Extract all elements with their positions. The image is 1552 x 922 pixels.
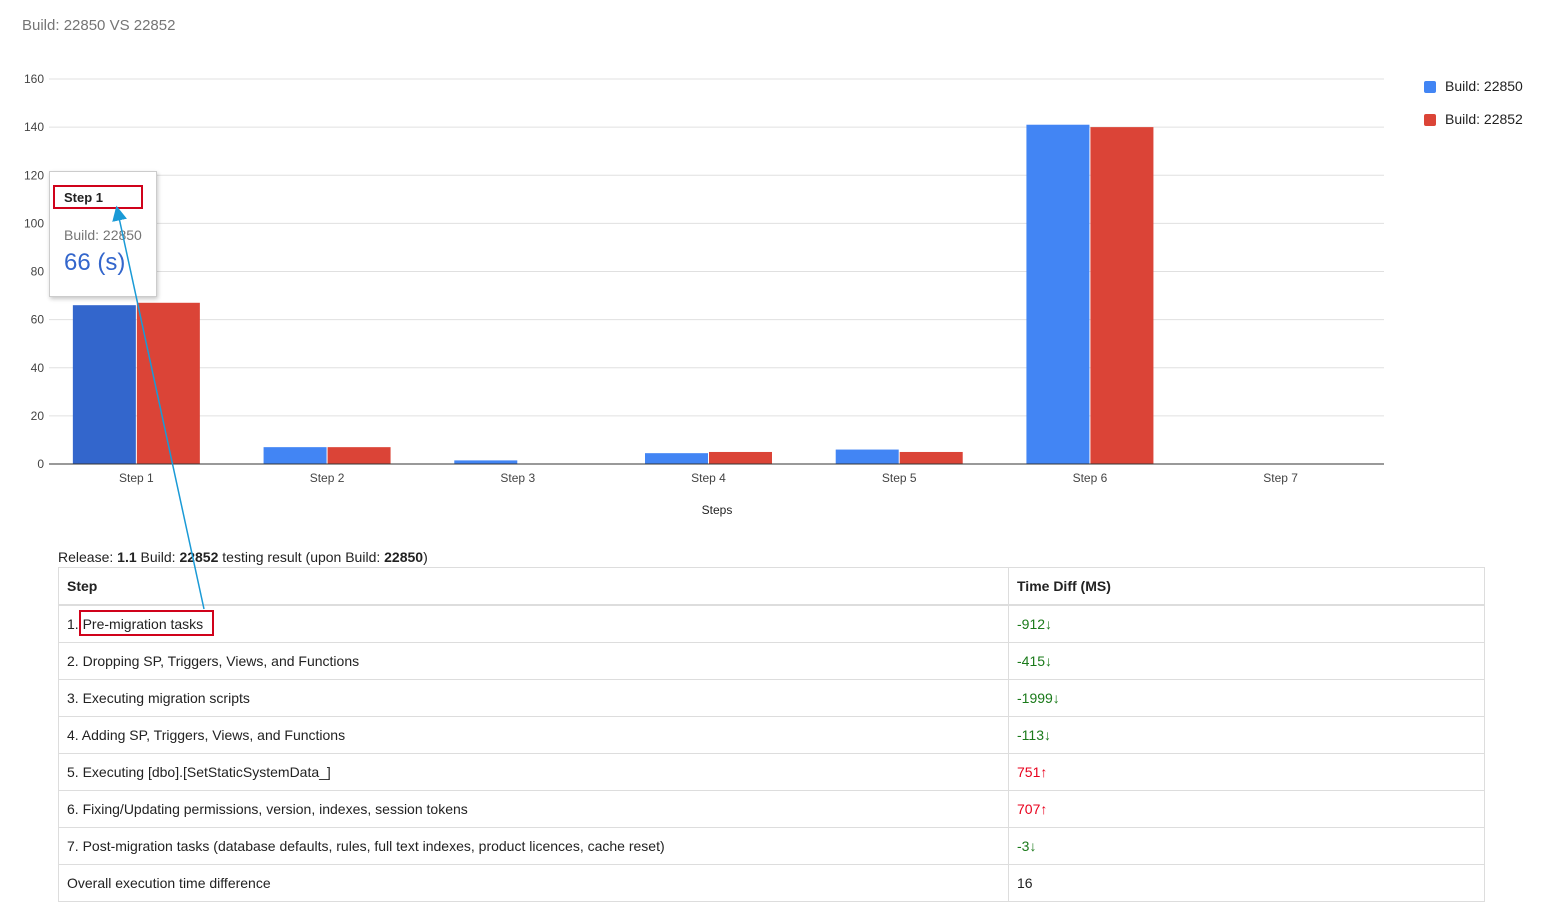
- legend-swatch-icon: [1424, 81, 1436, 93]
- step-cell: 1. Pre-migration tasks: [58, 604, 1009, 643]
- step-number: 2.: [67, 653, 83, 669]
- table-row: 2. Dropping SP, Triggers, Views, and Fun…: [58, 642, 1485, 680]
- release-middle: testing result (upon Build:: [218, 549, 385, 565]
- release-build: 22852: [179, 549, 219, 565]
- x-tick-labels: Step 1 Step 2 Step 3 Step 4 Step 5 Step 6 Step…: [119, 471, 1298, 485]
- bar-build-22850-1[interactable]: [72, 305, 136, 464]
- header-step: Step: [58, 567, 1009, 606]
- x-tick-label: Step 4: [691, 471, 726, 485]
- header-time-diff: Time Diff (MS): [1008, 567, 1485, 606]
- table-row: 4. Adding SP, Triggers, Views, and Funct…: [58, 716, 1485, 754]
- bar-build-22850-2[interactable]: [263, 447, 327, 464]
- time-diff-cell: -912↓: [1008, 604, 1485, 643]
- table-row: 7. Post-migration tasks (database defaul…: [58, 827, 1485, 865]
- step-cell: 5. Executing [dbo].[SetStaticSystemData_…: [58, 753, 1009, 791]
- x-tick-label: Step 6: [1073, 471, 1108, 485]
- y-tick-label: 140: [24, 120, 44, 134]
- time-diff-cell: -1999↓: [1008, 679, 1485, 717]
- bar-build-22852-1[interactable]: [136, 302, 200, 464]
- table-row: 5. Executing [dbo].[SetStaticSystemData_…: [58, 753, 1485, 791]
- release-prefix: Release:: [58, 549, 118, 565]
- chart-legend: Build: 22850 Build: 22852: [1424, 78, 1523, 144]
- release-suffix: ): [423, 549, 428, 565]
- step-number: 6.: [67, 801, 83, 817]
- table-row: 3. Executing migration scripts -1999↓: [58, 679, 1485, 717]
- time-diff-cell: 707↑: [1008, 790, 1485, 828]
- table-row: Overall execution time difference 16: [58, 864, 1485, 902]
- y-tick-label: 40: [31, 361, 45, 375]
- step-cell: Overall execution time difference: [58, 864, 1009, 902]
- legend-item-build-22850[interactable]: Build: 22850: [1424, 78, 1523, 111]
- y-tick-label: 80: [31, 265, 45, 279]
- x-tick-label: Step 3: [500, 471, 535, 485]
- step-cell: 4. Adding SP, Triggers, Views, and Funct…: [58, 716, 1009, 754]
- y-tick-label: 100: [24, 216, 44, 230]
- time-diff-cell: -415↓: [1008, 642, 1485, 680]
- bar-build-22850-6[interactable]: [1026, 124, 1090, 464]
- y-tick-labels: 0 20 40 60 80 100 120 140 160: [24, 72, 44, 471]
- step-name: Pre-migration tasks: [82, 616, 204, 632]
- step-cell: 6. Fixing/Updating permissions, version,…: [58, 790, 1009, 828]
- legend-label: Build: 22852: [1445, 111, 1523, 127]
- legend-label: Build: 22850: [1445, 78, 1523, 94]
- legend-item-build-22852[interactable]: Build: 22852: [1424, 111, 1523, 144]
- time-diff-cell: -3↓: [1008, 827, 1485, 865]
- bar-chart: 0 20 40 60 80 100 120 140 160 Step 1 Step 2 Step 3…: [24, 72, 1384, 517]
- step-name: Overall execution time difference: [67, 875, 271, 891]
- x-tick-label: Step 5: [882, 471, 917, 485]
- step-name: Adding SP, Triggers, Views, and Function…: [81, 727, 346, 743]
- bar-build-22850-5[interactable]: [835, 449, 899, 464]
- bar-build-22852-6[interactable]: [1090, 127, 1154, 464]
- step-name: Fixing/Updating permissions, version, in…: [82, 801, 468, 817]
- x-tick-label: Step 1: [119, 471, 154, 485]
- y-tick-label: 20: [31, 409, 45, 423]
- step-name: Post-migration tasks (database defaults,…: [82, 838, 665, 854]
- y-tick-label: 120: [24, 168, 44, 182]
- annotation-box-tooltip: [53, 185, 143, 209]
- table-header-row: Step Time Diff (MS): [58, 567, 1485, 606]
- step-number: 5.: [67, 764, 83, 780]
- step-name: Executing [dbo].[SetStaticSystemData_]: [82, 764, 331, 780]
- step-number: 4.: [67, 727, 82, 743]
- time-diff-cell: -113↓: [1008, 716, 1485, 754]
- step-name: Executing migration scripts: [82, 690, 250, 706]
- bar-build-22852-5[interactable]: [899, 451, 963, 464]
- bar-build-22850-4[interactable]: [645, 453, 708, 464]
- table-row: 6. Fixing/Updating permissions, version,…: [58, 790, 1485, 828]
- bar-build-22852-4[interactable]: [709, 451, 772, 464]
- x-axis-label: Steps: [702, 503, 733, 517]
- step-cell: 2. Dropping SP, Triggers, Views, and Fun…: [58, 642, 1009, 680]
- step-cell: 7. Post-migration tasks (database defaul…: [58, 827, 1009, 865]
- y-tick-label: 0: [37, 457, 44, 471]
- bar-build-22852-2[interactable]: [327, 447, 391, 464]
- tooltip-value: 66 (s): [64, 249, 126, 276]
- step-number: 3.: [67, 690, 83, 706]
- step-number: 1.: [67, 616, 83, 632]
- legend-swatch-icon: [1424, 114, 1436, 126]
- x-tick-label: Step 7: [1263, 471, 1298, 485]
- annotation-box-row: [79, 610, 214, 636]
- y-tick-label: 160: [24, 72, 44, 86]
- release-summary: Release: 1.1 Build: 22852 testing result…: [58, 549, 428, 565]
- bar-build-22850-3[interactable]: [454, 460, 518, 464]
- release-build-label: Build:: [136, 549, 180, 565]
- time-diff-cell: 16: [1008, 864, 1485, 902]
- step-number: 7.: [67, 838, 83, 854]
- y-tick-label: 60: [31, 313, 45, 327]
- table-row: 1. Pre-migration tasks -912↓: [58, 604, 1485, 643]
- time-diff-cell: 751↑: [1008, 753, 1485, 791]
- step-name: Dropping SP, Triggers, Views, and Functi…: [82, 653, 360, 669]
- release-base-build: 22850: [384, 549, 424, 565]
- chart-title: Build: 22850 VS 22852: [22, 17, 176, 34]
- tooltip-step-label: Step 1: [64, 190, 104, 205]
- release-version: 1.1: [117, 549, 137, 565]
- gridlines: [49, 78, 1384, 417]
- tooltip-series-label: Build: 22850: [64, 227, 142, 243]
- step-cell: 3. Executing migration scripts: [58, 679, 1009, 717]
- results-table: Step Time Diff (MS) 1. Pre-migration tas…: [58, 567, 1485, 902]
- x-tick-label: Step 2: [310, 471, 345, 485]
